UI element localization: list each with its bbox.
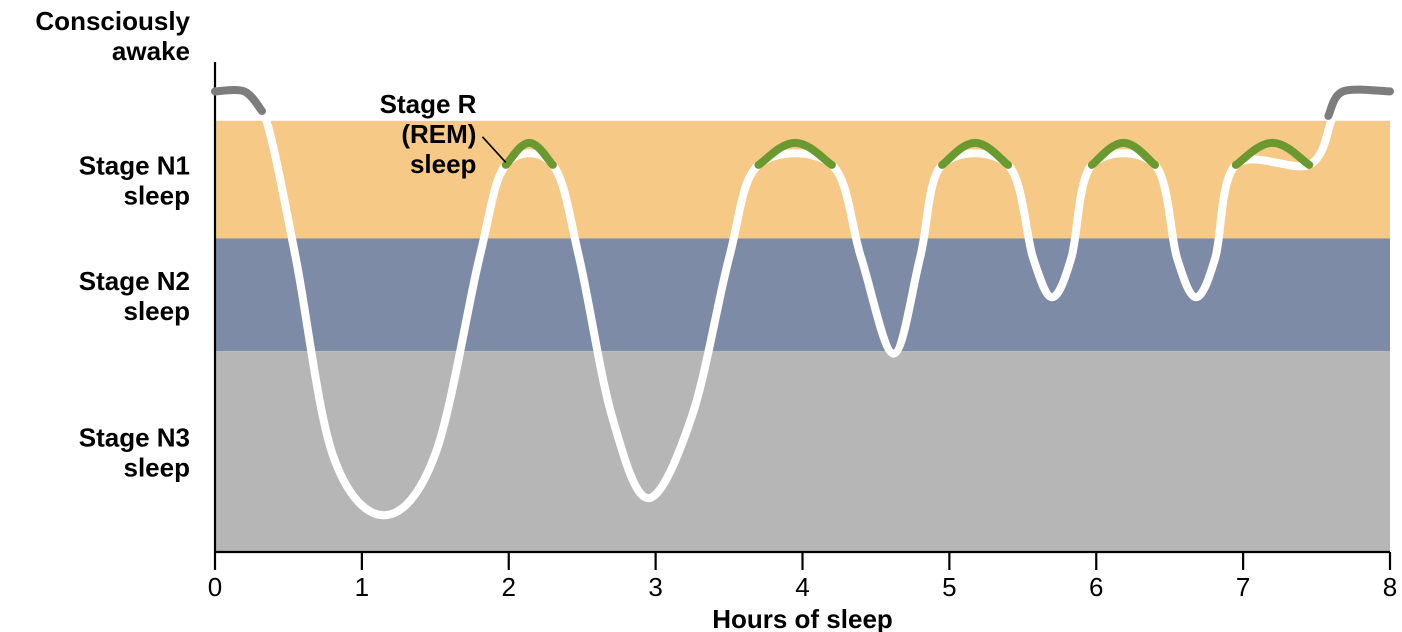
x-tick-label: 6 [1089,572,1103,602]
x-tick-label: 1 [355,572,369,602]
x-tick-label: 4 [795,572,809,602]
x-tick-label: 2 [502,572,516,602]
rem-label-line3: sleep [410,149,477,179]
chart-svg: 0 1 2 3 4 5 6 7 8 Hours of sleep Consciouslyawake S… [0,0,1402,632]
sleep-stage-chart: 0 1 2 3 4 5 6 7 8 Hours of sleep Consciouslyawake S… [0,0,1402,632]
x-tick-label: 7 [1236,572,1250,602]
rem-label-line1: Stage R [380,89,477,119]
stage-label-n2-line1: Stage N2 [79,266,190,296]
stage-band-n3 [215,351,1390,552]
x-tick-label: 5 [942,572,956,602]
stage-label-n1-line2: sleep [124,181,191,211]
stage-label-n2-line2: sleep [124,296,191,326]
stage-band-n1 [215,121,1390,239]
x-tick-label: 0 [208,572,222,602]
x-tick-label: 8 [1383,572,1397,602]
stage-label-n3-line2: sleep [124,453,191,483]
stage-label-n3-line1: Stage N3 [79,423,190,453]
x-axis-title: Hours of sleep [712,604,893,632]
stage-label-awake-line2: awake [112,36,190,66]
rem-label-line2: (REM) [401,119,476,149]
x-tick-label: 3 [648,572,662,602]
stage-label-n1-line1: Stage N1 [79,151,190,181]
stage-label-awake-line1: Consciously [35,6,190,36]
